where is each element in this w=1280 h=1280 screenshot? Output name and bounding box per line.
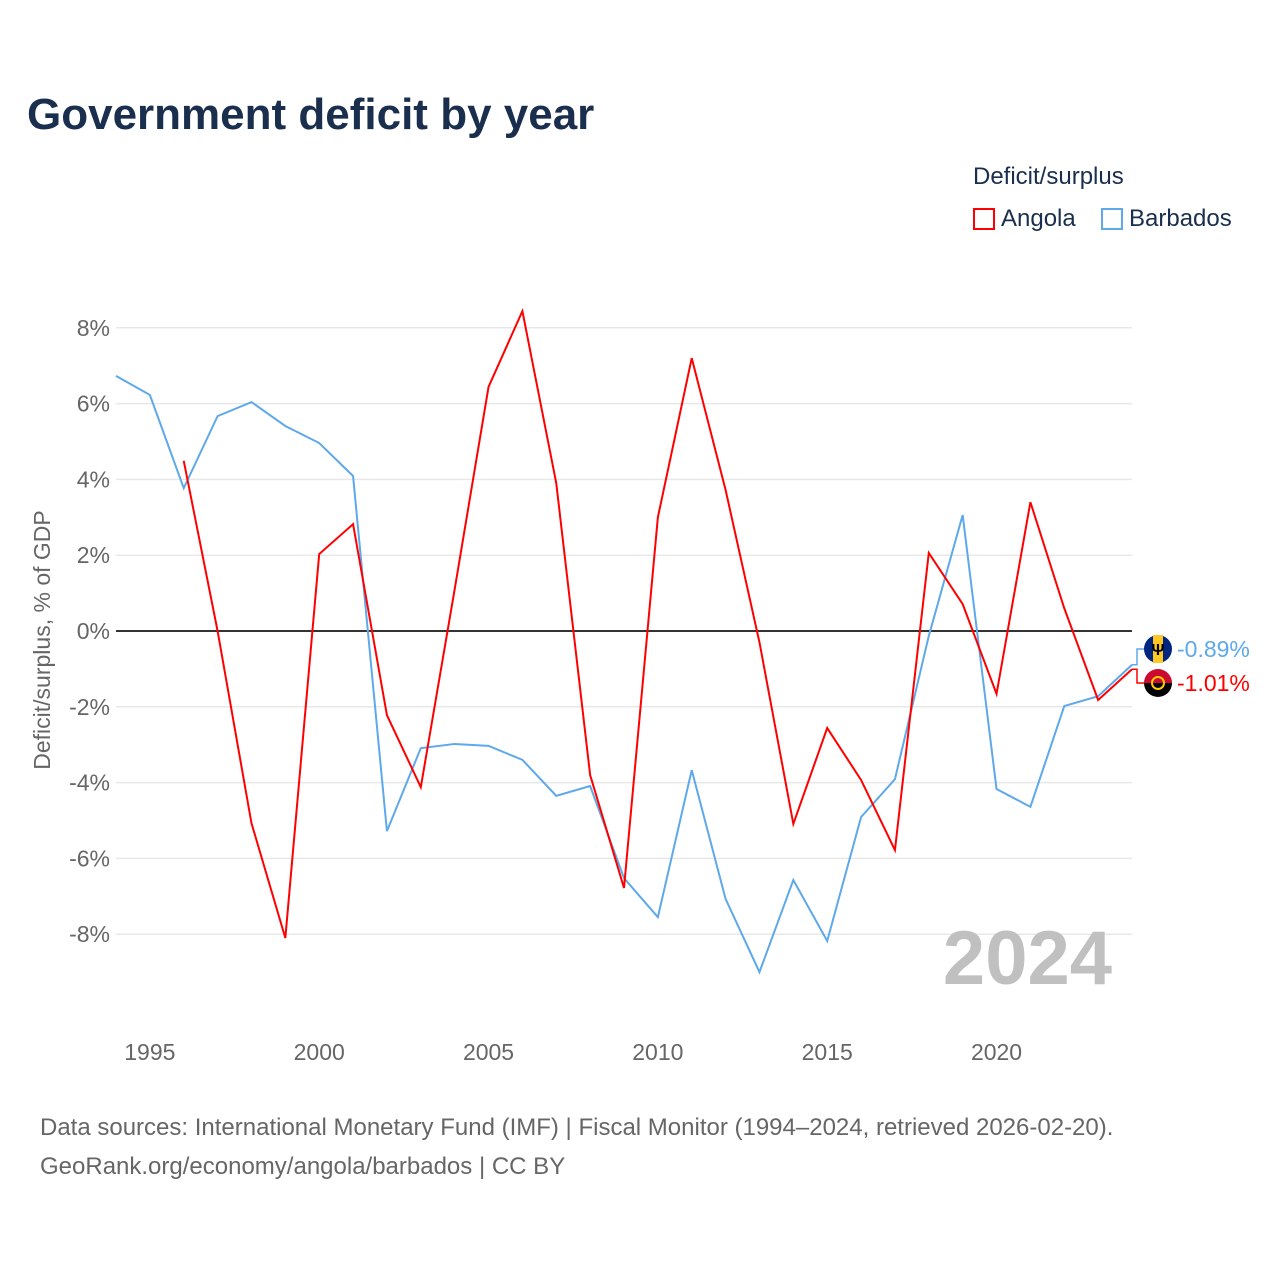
y-tick-label: 2%: [77, 542, 110, 568]
y-tick-label: -2%: [69, 694, 110, 720]
legend-swatch-angola: [973, 208, 995, 230]
x-tick-label: 1995: [124, 1039, 175, 1065]
trident-icon: Ψ: [1152, 642, 1165, 659]
legend-title: Deficit/surplus: [973, 163, 1124, 190]
legend-label-angola: Angola: [1001, 205, 1076, 232]
y-tick-label: -8%: [69, 921, 110, 947]
chart-title: Government deficit by year: [27, 90, 595, 139]
y-tick-label: -4%: [69, 770, 110, 796]
y-tick-label: -6%: [69, 845, 110, 871]
end-label-connector: [1132, 668, 1144, 684]
x-tick-label: 2010: [632, 1039, 683, 1065]
legend-label-barbados: Barbados: [1129, 205, 1232, 232]
end-value-label: -1.01%: [1177, 670, 1250, 696]
x-tick-label: 2005: [463, 1039, 514, 1065]
legend-item-barbados[interactable]: Barbados: [1101, 205, 1232, 233]
y-tick-label: 4%: [77, 466, 110, 492]
x-tick-label: 2020: [971, 1039, 1022, 1065]
angola-emblem-icon: [1151, 676, 1165, 690]
source-line-1: Data sources: International Monetary Fun…: [40, 1114, 1114, 1141]
y-tick-label: 6%: [77, 391, 110, 417]
barbados-flag-stripe: [1153, 635, 1163, 663]
legend-swatch-barbados: [1101, 208, 1123, 230]
end-value-label: -0.89%: [1177, 636, 1250, 662]
legend-item-angola[interactable]: Angola: [973, 205, 1076, 233]
y-tick-label: 0%: [77, 618, 110, 644]
x-tick-label: 2000: [294, 1039, 345, 1065]
x-tick-label: 2015: [802, 1039, 853, 1065]
y-tick-label: 8%: [77, 315, 110, 341]
y-axis-label: Deficit/surplus, % of GDP: [29, 510, 55, 769]
series-line-angola: [182, 307, 1133, 939]
year-watermark: 2024: [943, 916, 1112, 1001]
source-note: Data sources: International Monetary Fun…: [40, 1108, 1113, 1186]
end-label-connector: [1132, 648, 1144, 666]
source-line-2: GeoRank.org/economy/angola/barbados | CC…: [40, 1153, 566, 1180]
